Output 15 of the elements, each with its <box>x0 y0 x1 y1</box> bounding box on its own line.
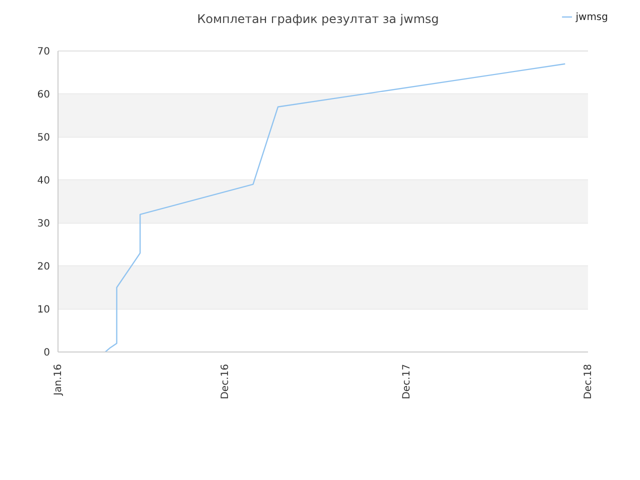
y-tick-label: 70 <box>37 46 50 58</box>
x-tick-label: Dec.18 <box>583 364 594 400</box>
chart-title: Комплетан график резултат за jwmsg <box>197 12 439 26</box>
x-tick-label: Dec.16 <box>220 364 231 400</box>
x-tick-label: Dec.17 <box>401 364 412 400</box>
y-tick-label: 60 <box>37 90 50 101</box>
line-series <box>104 63 566 352</box>
y-tick-label: 40 <box>37 176 50 187</box>
y-tick-label: 20 <box>37 262 50 273</box>
y-tick-label: 10 <box>37 304 50 316</box>
y-tick-label: 0 <box>44 348 50 359</box>
y-tick-label: 50 <box>37 132 50 144</box>
legend-label: jwmsg <box>576 12 608 23</box>
x-tick-label: Jan.16 <box>53 364 64 396</box>
y-tick-label: 30 <box>37 218 50 230</box>
